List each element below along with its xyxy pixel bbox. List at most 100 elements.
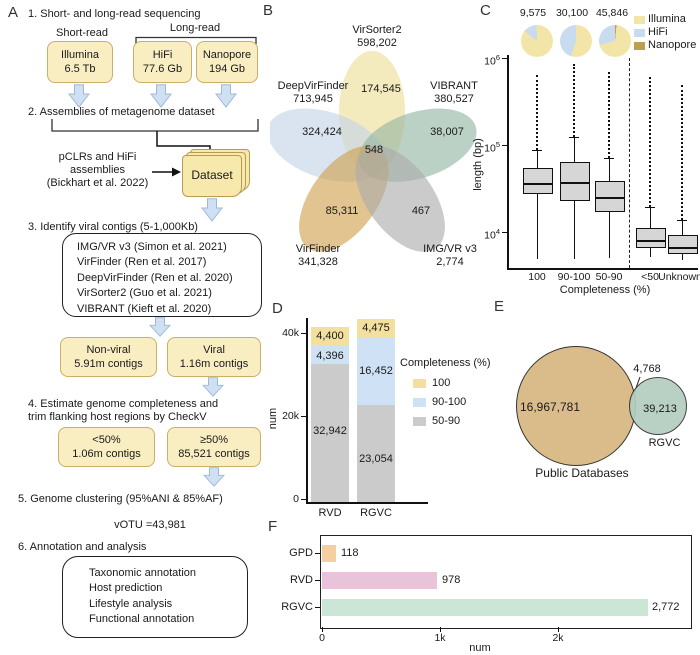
venn-petals — [270, 51, 477, 252]
c-cat-label: <50 — [641, 271, 659, 283]
venn-region-bottom-left: 85,311 — [325, 205, 359, 217]
venn-set-total: 713,945 — [293, 93, 333, 105]
ge50-value: 85,521 contigs — [178, 448, 250, 460]
tool-item: VIBRANT (Kieft et al. 2020) — [77, 302, 212, 315]
d-ytick-label: 0 — [293, 493, 299, 505]
analysis-item: Taxonomic annotation — [89, 567, 197, 579]
median-lt50 — [636, 240, 666, 242]
analysis-item: Lifestyle analysis — [89, 597, 173, 610]
venn-set-name: VirSorter2 — [352, 24, 402, 36]
f-bar-gpd — [322, 545, 336, 562]
d-y-axis-title: num — [267, 407, 280, 430]
short-read-label: Short-read — [56, 27, 108, 39]
dataset-stack-icon: Dataset — [182, 155, 242, 197]
tool-item: VirFinder (Ren et al. 2017) — [77, 256, 207, 269]
d-value-rgvc-100: 4,475 — [362, 322, 390, 334]
d-ytick-label: 20k — [282, 410, 299, 422]
pie-chart-2 — [560, 25, 592, 57]
box-90-100 — [560, 162, 590, 201]
f-xtick-mark — [440, 627, 442, 632]
d-ytick-label: 40k — [282, 327, 299, 339]
ge50-box: ≥50% 85,521 contigs — [167, 427, 261, 467]
outliers-lt50 — [649, 77, 651, 207]
e-overlap-value: 4,768 — [633, 363, 661, 375]
c-separator-line — [629, 58, 630, 268]
tool-item: DeepVirFinder (Ren et al. 2020) — [77, 271, 233, 284]
c-y-axis-title: length (bp) — [471, 138, 484, 191]
dataset-label: Dataset — [191, 168, 233, 182]
lt50-value: 1.06m contigs — [72, 448, 141, 460]
down-arrow-icon — [202, 377, 224, 397]
d-legend-50-90: 50-90 — [432, 415, 461, 427]
f-bar-rgvc — [322, 599, 648, 616]
pie-chart-3 — [599, 25, 631, 57]
analysis-box: Taxonomic annotation Host prediction Lif… — [62, 556, 248, 638]
d-bar-rgvc-90-100 — [357, 338, 395, 405]
d-legend-90-100: 90-100 — [432, 396, 467, 408]
venn-set-name: IMG/VR v3 — [423, 243, 477, 255]
f-value-gpd: 118 — [341, 547, 359, 559]
nanopore-name: Nanopore — [202, 49, 252, 61]
venn-region-top: 174,545 — [361, 83, 401, 95]
venn-set-total: 598,202 — [357, 37, 397, 49]
illumina-amount: 6.5 Tb — [64, 63, 96, 75]
c-cat-label: Unknown — [658, 271, 700, 283]
c-y-axis — [507, 55, 509, 268]
venn-set-name: VirFinder — [295, 243, 341, 255]
e-rgvc-value: 39,213 — [643, 403, 677, 415]
panel-f-label: F — [268, 518, 278, 535]
f-cat-tick — [315, 553, 320, 555]
f-cat-tick — [315, 607, 320, 609]
d-bar-rvd-100 — [311, 327, 349, 346]
d-ytick-mark — [301, 333, 306, 335]
c-x-axis — [507, 268, 698, 270]
legend-swatch-hifi — [634, 29, 645, 37]
outliers-50-90 — [608, 72, 610, 158]
d-cat-rgvc: RGVC — [360, 507, 392, 519]
d-value-rgvc-50-90: 23,054 — [359, 453, 393, 465]
legend-hifi: HiFi — [648, 26, 668, 38]
c-ytick-label: 105 — [484, 140, 500, 155]
d-cat-rvd: RVD — [318, 507, 342, 519]
e-rgvc-label: RGVC — [648, 437, 681, 449]
down-arrow-icon — [203, 467, 225, 487]
assembly-note-line1: pCLRs and HiFi — [58, 151, 137, 163]
f-xtick-label: 0 — [319, 632, 325, 644]
median-100 — [523, 183, 553, 185]
panel-d-label: D — [272, 300, 283, 317]
box-unknown — [668, 235, 698, 254]
median-90-100 — [560, 182, 590, 184]
illumina-box: Illumina 6.5 Tb — [47, 41, 113, 83]
down-arrow-icon — [149, 317, 171, 337]
analysis-item: Host prediction — [89, 582, 163, 595]
viral-value: 1.16m contigs — [179, 358, 249, 370]
c-ytick-mark — [502, 145, 507, 147]
pie-total: 45,846 — [595, 7, 629, 19]
venn-region-right: 38,007 — [430, 126, 464, 138]
venn-set-name: VIBRANT — [430, 80, 478, 92]
assembly-note-line3: (Bickhart et al. 2022) — [46, 177, 149, 189]
long-read-label: Long-read — [169, 22, 221, 34]
venn-region-bottom-right: 467 — [411, 205, 431, 217]
panel-a-label: A — [8, 4, 19, 21]
down-arrow-icon — [150, 84, 172, 108]
venn-set-total: 380,527 — [434, 93, 474, 105]
hifi-name: HiFi — [152, 49, 173, 61]
hifi-amount: 77.6 Gb — [142, 63, 183, 75]
step4-line2: trim flanking host regions by CheckV — [28, 411, 207, 423]
f-cat-tick — [315, 580, 320, 582]
legend-illumina: Illumina — [648, 13, 686, 25]
venn-set-total: 341,328 — [298, 256, 338, 268]
c-ytick-label: 104 — [484, 227, 500, 242]
e-circle-public — [516, 346, 636, 466]
f-x-axis-title: num — [469, 642, 491, 654]
tool-item: VirSorter2 (Guo et al. 2021) — [77, 287, 212, 300]
pie-chart-1 — [521, 25, 553, 57]
d-bar-rvd-50-90 — [311, 364, 349, 502]
d-legend-swatch-90-100 — [413, 398, 426, 407]
hifi-box: HiFi 77.6 Gb — [133, 41, 192, 83]
d-value-rvd-100: 4,400 — [316, 330, 344, 342]
outliers-90-100 — [573, 64, 575, 137]
outliers-unknown — [681, 85, 683, 220]
